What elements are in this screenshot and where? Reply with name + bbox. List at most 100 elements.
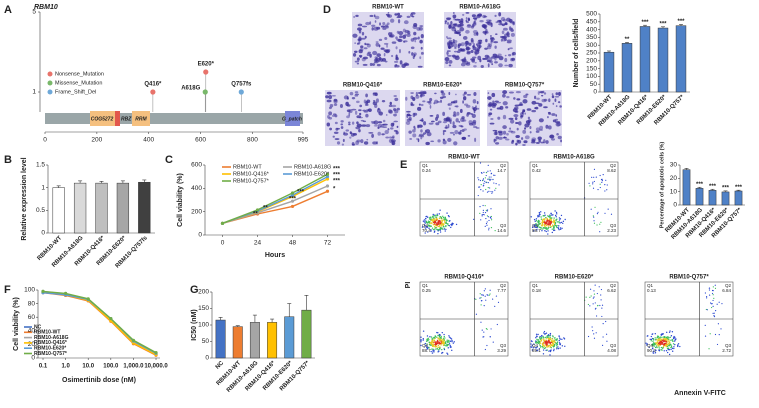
x-tick-label: 48 xyxy=(289,240,297,247)
cell xyxy=(326,122,331,127)
cell xyxy=(502,114,507,120)
cell xyxy=(410,46,415,50)
event xyxy=(713,315,716,318)
cell xyxy=(452,125,457,129)
event xyxy=(654,346,657,349)
event xyxy=(556,346,558,348)
event xyxy=(645,342,647,344)
cell xyxy=(464,103,469,106)
y-axis-label: IC50 (nM) xyxy=(191,309,198,341)
cell xyxy=(529,131,532,134)
cell xyxy=(527,116,531,120)
event xyxy=(657,338,660,340)
cell xyxy=(402,34,406,39)
cell xyxy=(376,26,381,30)
event xyxy=(436,224,439,226)
cell xyxy=(495,136,499,140)
significance: ** xyxy=(253,212,258,218)
event xyxy=(437,334,439,337)
cell xyxy=(368,132,374,134)
y-tick-label: 250 xyxy=(586,50,597,57)
cell xyxy=(385,114,388,116)
event xyxy=(485,174,487,177)
event xyxy=(488,294,490,296)
domain xyxy=(115,111,120,126)
event xyxy=(439,229,441,231)
cell xyxy=(512,22,515,25)
y-tick-label: 5 xyxy=(32,9,36,16)
legend-label: Missense_Mutation xyxy=(55,80,102,86)
cell xyxy=(466,113,469,117)
y-tick-label: 20 xyxy=(670,175,678,182)
event xyxy=(708,289,711,291)
event xyxy=(564,218,566,221)
cell xyxy=(482,25,486,28)
event xyxy=(602,174,604,176)
event xyxy=(451,349,453,352)
event xyxy=(441,352,443,354)
event xyxy=(444,218,446,221)
cell xyxy=(535,127,540,132)
cell xyxy=(371,133,374,138)
x-tick-label: 400 xyxy=(143,137,154,144)
bar xyxy=(301,309,312,359)
cell xyxy=(340,126,344,129)
event xyxy=(430,216,432,219)
event xyxy=(434,228,436,230)
y-tick-label: 200 xyxy=(586,58,597,65)
cell xyxy=(331,114,336,117)
event xyxy=(589,305,591,307)
cell xyxy=(346,115,350,119)
event xyxy=(434,341,437,344)
event xyxy=(546,334,549,337)
y-tick-label: 50 xyxy=(202,338,210,345)
event xyxy=(482,213,484,216)
event xyxy=(553,228,555,230)
cell xyxy=(514,104,520,107)
event xyxy=(440,335,442,338)
event xyxy=(540,228,542,230)
event xyxy=(490,176,492,178)
cell xyxy=(524,135,530,140)
event xyxy=(650,340,652,342)
cell xyxy=(453,141,458,146)
quadrant-name: Q3 xyxy=(500,223,507,228)
event xyxy=(658,348,661,350)
cell xyxy=(453,23,457,27)
event xyxy=(554,210,556,212)
event xyxy=(433,215,435,217)
cell xyxy=(502,93,506,98)
event xyxy=(431,342,433,344)
event xyxy=(533,230,535,232)
event xyxy=(435,219,438,221)
event xyxy=(664,344,667,347)
cell xyxy=(440,99,442,103)
event xyxy=(438,219,440,222)
cell xyxy=(382,119,386,123)
event xyxy=(558,222,560,224)
event xyxy=(440,225,443,227)
event xyxy=(433,231,436,233)
event xyxy=(487,294,489,296)
cell xyxy=(497,19,502,23)
cell xyxy=(381,57,387,62)
event xyxy=(595,315,598,317)
y-tick-label: 100 xyxy=(586,73,597,80)
cell xyxy=(551,93,554,96)
cell xyxy=(357,38,362,42)
cell xyxy=(494,33,498,35)
cell xyxy=(391,143,394,145)
cell xyxy=(380,25,386,28)
cell xyxy=(556,133,559,136)
event xyxy=(595,332,597,334)
mutation xyxy=(150,89,156,95)
cell xyxy=(455,118,459,123)
event xyxy=(437,220,440,223)
cell xyxy=(452,121,455,126)
event xyxy=(650,338,653,341)
cell xyxy=(334,114,338,118)
cell xyxy=(398,31,404,36)
cell xyxy=(542,90,545,94)
cell xyxy=(369,53,372,58)
event xyxy=(435,216,438,218)
